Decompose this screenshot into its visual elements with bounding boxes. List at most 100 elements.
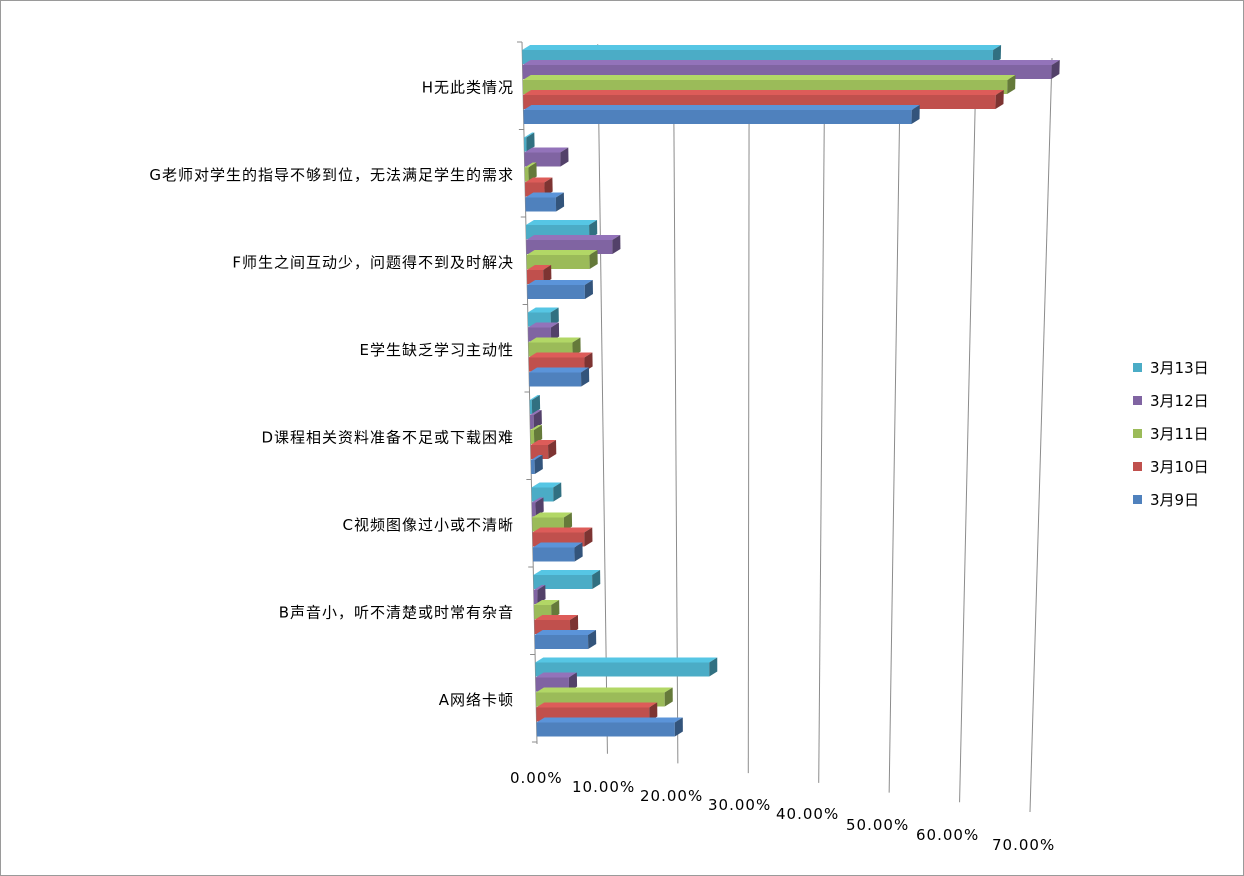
- legend-swatch: [1133, 363, 1142, 372]
- bar-end: [992, 45, 1002, 64]
- bar-end: [674, 717, 683, 737]
- bar-end: [612, 235, 621, 254]
- tick-label: 0.00%: [510, 769, 563, 787]
- bar-end: [584, 527, 593, 547]
- bar-top: [533, 570, 601, 575]
- bar-top: [526, 265, 552, 270]
- legend-swatch: [1133, 396, 1142, 405]
- bar-top: [532, 512, 572, 518]
- bar-end: [526, 132, 535, 152]
- bar: [525, 197, 557, 212]
- category-label: E学生缺乏学习主动性: [360, 341, 514, 359]
- tick-label: 10.00%: [572, 778, 635, 796]
- category-label: C视频图像过小或不清晰: [343, 516, 514, 534]
- bar-top: [529, 410, 542, 415]
- bar-end: [584, 280, 593, 299]
- bar-top: [528, 352, 593, 358]
- bar-top: [531, 497, 544, 503]
- bar-top: [535, 657, 718, 663]
- bar-end: [550, 307, 559, 327]
- gridline: [959, 55, 977, 803]
- bar-end: [553, 482, 562, 502]
- legend-swatch: [1133, 495, 1142, 504]
- bar-end: [544, 177, 553, 197]
- category-label: B声音小，听不清楚或时常有杂音: [279, 604, 514, 622]
- bar-top: [530, 440, 557, 445]
- gridline: [888, 53, 902, 793]
- bar-top: [536, 717, 683, 723]
- bar-end: [550, 322, 560, 342]
- bar: [529, 415, 534, 429]
- bar-top: [524, 162, 537, 168]
- bar-top: [534, 600, 560, 605]
- bar-end: [911, 105, 920, 124]
- bar-end: [534, 455, 543, 474]
- bar: [530, 460, 535, 474]
- tick-label: 20.00%: [640, 787, 703, 805]
- bar: [524, 137, 527, 152]
- bar-end: [584, 352, 593, 372]
- bar: [535, 662, 710, 677]
- bar-end: [572, 337, 581, 357]
- gridline: [747, 48, 750, 774]
- bar-end: [533, 410, 542, 429]
- bar-top: [531, 482, 562, 488]
- bar-top: [523, 105, 920, 110]
- bar: [536, 722, 675, 737]
- tick-label: 50.00%: [846, 816, 909, 834]
- bar-top: [526, 250, 598, 255]
- bar-end: [555, 192, 565, 212]
- bar-top: [530, 455, 543, 460]
- bar-end: [664, 687, 673, 707]
- bar-end: [568, 672, 578, 692]
- bar-end: [592, 570, 601, 589]
- bar-top: [535, 687, 673, 693]
- tick-label: 30.00%: [708, 796, 771, 814]
- legend-swatch: [1133, 429, 1142, 438]
- category-label: A网络卡顿: [439, 691, 514, 709]
- bar-top: [522, 60, 1060, 65]
- bar-top: [533, 585, 546, 590]
- bar: [527, 285, 585, 299]
- bar-top: [524, 147, 569, 153]
- tick-label: 40.00%: [776, 805, 839, 823]
- bar-end: [589, 250, 598, 269]
- bar-end: [533, 425, 543, 444]
- tick-label: 70.00%: [992, 836, 1055, 854]
- bar-top: [532, 542, 583, 548]
- bar-top: [529, 395, 540, 400]
- bar-top: [528, 337, 581, 343]
- bar-end: [560, 147, 569, 167]
- bar-end: [588, 630, 597, 649]
- bar-top: [522, 45, 1002, 50]
- bar-end: [535, 497, 544, 517]
- bar-end: [563, 512, 573, 532]
- bar-end: [531, 395, 541, 414]
- bar-top: [534, 630, 597, 635]
- bar: [529, 372, 582, 387]
- bar-top: [527, 280, 593, 285]
- bar: [529, 400, 533, 414]
- bar-top: [526, 235, 621, 240]
- bar-top: [535, 672, 577, 678]
- bar-end: [580, 367, 590, 387]
- bar: [523, 110, 912, 124]
- gridline: [597, 44, 608, 754]
- bar-end: [528, 162, 537, 182]
- gridline: [672, 46, 679, 764]
- bar-top: [527, 307, 559, 313]
- gridline: [1029, 57, 1053, 813]
- legend-label: 3月13日: [1150, 359, 1209, 377]
- bar-top: [530, 425, 542, 430]
- category-label: D课程相关资料准备不足或下载困难: [261, 429, 514, 447]
- bar-end: [1007, 75, 1016, 94]
- bar-end: [543, 265, 552, 284]
- legend-label: 3月12日: [1150, 392, 1209, 410]
- legend-label: 3月11日: [1150, 425, 1209, 443]
- bar: [530, 430, 535, 444]
- bar-end: [995, 90, 1004, 109]
- bar-end: [649, 702, 658, 722]
- bar: [530, 445, 549, 459]
- bar-end: [537, 585, 546, 604]
